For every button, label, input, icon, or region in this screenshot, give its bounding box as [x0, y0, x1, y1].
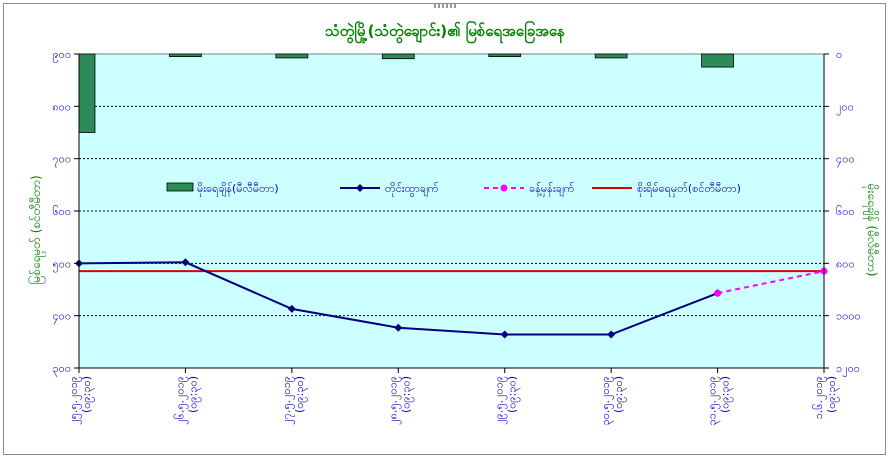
legend-item: မိုးရေချိန်(မီလီမီတာ): [166, 182, 279, 197]
x-tick-label: ၂၈.၅.၂၀၁၉: [386, 376, 401, 425]
x-tick-time: (၀၉:၃၀): [506, 376, 521, 413]
x-tick-time: (၀၉:၃၀): [719, 376, 734, 413]
x-tick-label: ၂၆.၅.၂၀၁၉: [173, 376, 188, 425]
y2-tick-label: ၈၀၀: [836, 257, 855, 270]
rainfall-bar: [275, 53, 309, 59]
x-tick-time: (၀၉:၃၀): [399, 376, 414, 413]
x-tick-group: ၂၅.၅.၂၀၁၉ (၀၉:၃၀): [67, 376, 95, 425]
x-tick-group: ၃၁.၅.၂၀၁၉ (၀၉:၃၀): [706, 376, 734, 426]
x-tick-time: (၀၉:၃၀): [825, 376, 840, 413]
legend-label: မိုးရေချိန်(မီလီမီတာ): [197, 182, 279, 197]
observed-point: [287, 304, 296, 313]
x-tick-group: ၂၇.၅.၂၀၁၉ (၀၉:၃၀): [280, 376, 308, 425]
chart-title: သံတွဲမြို့(သံတွဲချောင်း)၏ မြစ်ရေအခြေအနေ: [325, 20, 565, 44]
y2-tick-label: ၁၂၀၀: [836, 362, 860, 377]
legend-item: ခန့်မှန်းချက်: [484, 182, 575, 197]
legend-label: ခန့်မှန်းချက်: [529, 182, 575, 197]
x-tick-group: ၂၉.၅.၂၀၁၉ (၀၉:၃၀): [493, 376, 521, 425]
rainfall-bar: [169, 53, 202, 58]
legend-label: တိုင်းထွာချက်: [385, 182, 439, 197]
x-tick-label: ၂၉.၅.၂၀၁၉: [493, 376, 508, 425]
x-tick-time: (၀၉:၃၀): [293, 376, 308, 413]
rainfall-bar: [701, 53, 734, 68]
legend: မိုးရေချိန်(မီလီမီတာ) တိုင်းထွာချက် ခန့်မှ…: [166, 182, 741, 197]
rainfall-bars: [78, 53, 734, 133]
y-tick-label: ၄၀၀: [52, 310, 71, 325]
x-tick-label: ၁.၆.၂၀၁၉: [812, 376, 827, 419]
y2-tick-label: ၁၀၀၀: [836, 310, 861, 323]
x-tick-time: (၀၉:၃၀): [80, 376, 95, 413]
x-tick-label: ၃၀.၅.၂၀၁၉: [599, 376, 614, 426]
observed-point: [607, 330, 616, 339]
observed-point: [500, 330, 509, 339]
rainfall-bar: [594, 53, 628, 59]
rainfall-bar: [488, 53, 522, 58]
y2-tick-label: ၀: [836, 48, 842, 61]
rainfall-bar: [381, 53, 415, 60]
y-axis-title: မြစ်ရေမှတ် (စင်တီမီတာ): [27, 175, 46, 284]
y-tick-label: ၉၀၀: [52, 48, 71, 63]
x-tick-time: (၀၉:၃၀): [186, 376, 201, 413]
x-tick-group: ၂၆.၅.၂၀၁၉ (၀၉:၃၀): [173, 376, 201, 425]
x-tick-label: ၂၅.၅.၂၀၁၉: [67, 376, 82, 425]
y2-tick-label: ၆၀၀: [836, 205, 855, 218]
legend-label: စိုးရိမ်ရေမှတ်(စင်တီမီတာ): [637, 182, 741, 197]
legend-marker: [356, 184, 364, 192]
resize-grip-icon[interactable]: [434, 4, 458, 8]
x-tick-group: ၁.၆.၂၀၁၉ (၀၉:၃၀): [812, 376, 840, 419]
rainfall-bar: [78, 53, 96, 133]
legend-swatch: [166, 182, 194, 192]
x-tick-time: (၀၉:၃၀): [612, 376, 627, 413]
legend-item: စိုးရိမ်ရေမှတ်(စင်တီမီတာ): [592, 182, 741, 197]
y-tick-label: ၃၀၀: [52, 362, 71, 377]
y-tick-label: ၈၀၀: [52, 100, 71, 113]
x-tick-label: ၂၇.၅.၂၀၁၉: [280, 376, 295, 425]
observed-point: [181, 258, 190, 267]
y2-tick-label: ၄၀၀: [836, 153, 855, 168]
y-tick-label: ၆၀၀: [52, 205, 71, 218]
y2-axis-title: မိုးရေချိန် (မီလီမီတာ): [862, 184, 880, 277]
legend-item: တိုင်းထွာချက်: [340, 182, 439, 197]
legend-marker: [500, 184, 508, 192]
observed-point: [394, 323, 403, 332]
y-tick-label: ၅၀၀: [52, 257, 71, 272]
y-tick-label: ၇၀၀: [52, 153, 71, 168]
forecast-point: [714, 289, 722, 297]
x-tick-label: ၃၁.၅.၂၀၁၉: [706, 376, 721, 426]
grid-lines: [79, 105, 824, 317]
forecast-line: [717, 270, 825, 295]
x-tick-group: ၂၈.၅.၂၀၁၉ (၀၉:၃၀): [386, 376, 414, 425]
x-tick-group: ၃၀.၅.၂၀၁၉ (၀၉:၃၀): [599, 376, 627, 426]
y2-tick-label: ၂၀၀: [836, 100, 854, 115]
